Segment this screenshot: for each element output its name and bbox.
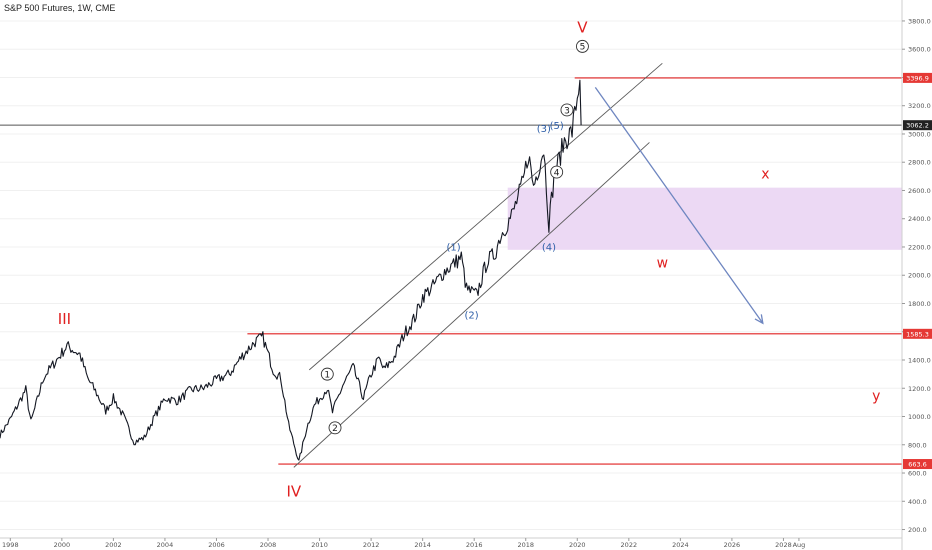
price-axis[interactable]: 200.0400.0600.0800.01000.01200.01400.016… — [901, 0, 932, 550]
x-tick-label: 2024 — [672, 541, 689, 549]
wave-label-minor: 3 — [564, 106, 570, 116]
x-tick-label: 2004 — [157, 541, 174, 549]
projection-arrow-shaft[interactable] — [594, 86, 764, 324]
y-tick-label: 2800.0 — [908, 159, 931, 167]
y-tick-label: 1200.0 — [908, 385, 931, 393]
level-price-tag — [903, 328, 932, 339]
wave-label-intermediate: (3) — [537, 124, 551, 135]
price-line — [0, 79, 582, 461]
wave-label-intermediate: (4) — [542, 242, 556, 253]
wave-label-intermediate: (5) — [550, 121, 564, 132]
wave-label-minor: 2 — [332, 424, 338, 434]
y-tick-label: 1000.0 — [908, 413, 931, 421]
wave-label-intermediate: (1) — [446, 242, 460, 253]
y-tick-label: 2400.0 — [908, 215, 931, 223]
wave-circle — [550, 165, 564, 179]
y-tick-label: 800.0 — [908, 441, 927, 449]
y-tick-label: 3600.0 — [908, 46, 931, 54]
level-tag-label: 3396.9 — [906, 74, 929, 82]
level-tag-label: 3062.2 — [906, 122, 929, 130]
y-tick-label: 3000.0 — [908, 130, 931, 138]
x-tick-label: 2016 — [466, 541, 483, 549]
y-tick-label: 3200.0 — [908, 102, 931, 110]
current-price-tag — [903, 120, 932, 131]
level-tag-label: 1585.3 — [906, 330, 929, 338]
wave-label-corrective: w — [657, 256, 668, 272]
wave-label-minor: 4 — [554, 168, 560, 178]
y-tick-label: 400.0 — [908, 498, 927, 506]
x-tick-label: 1998 — [2, 541, 19, 549]
y-tick-label: 3800.0 — [908, 17, 931, 25]
wave-label-primary: III — [58, 310, 71, 328]
horizontal-levels[interactable] — [0, 77, 902, 465]
wave-label-primary: IV — [286, 482, 301, 500]
level-price-tag — [903, 459, 932, 470]
x-tick-label: 2020 — [569, 541, 586, 549]
wave-label-primary: V — [577, 18, 588, 36]
y-tick-label: 2000.0 — [908, 272, 931, 280]
wave-label-corrective: y — [872, 388, 880, 404]
wave-circle — [560, 103, 574, 117]
wave-circle — [320, 367, 334, 381]
wave-label-intermediate: (2) — [465, 310, 479, 321]
channel-line[interactable] — [293, 142, 650, 468]
x-tick-label: Aug — [793, 541, 806, 549]
level-tag-label: 663.6 — [908, 461, 927, 469]
wave-label-minor: 5 — [580, 43, 586, 53]
wave-circle — [328, 421, 342, 435]
x-tick-label: 2008 — [260, 541, 277, 549]
wave-circle — [575, 39, 589, 53]
target-zone — [507, 187, 902, 250]
x-tick-label: 2026 — [724, 541, 741, 549]
y-tick-label: 1400.0 — [908, 357, 931, 365]
y-tick-label: 600.0 — [908, 470, 927, 478]
y-tick-label: 1800.0 — [908, 300, 931, 308]
wave-label-corrective: x — [761, 167, 769, 183]
y-tick-label: 2600.0 — [908, 187, 931, 195]
projection-arrow[interactable] — [594, 86, 764, 325]
x-tick-label: 2018 — [517, 541, 534, 549]
y-tick-label: 200.0 — [908, 526, 927, 534]
price-series — [0, 79, 582, 461]
x-tick-label: 2012 — [363, 541, 380, 549]
x-tick-label: 2022 — [621, 541, 638, 549]
wave-label-minor: 1 — [324, 370, 330, 380]
support-zone-rect[interactable] — [507, 187, 902, 250]
time-axis[interactable]: 1998 2000 2002 2004 2006 2008 2010 2012 2014 2016… — [0, 537, 902, 549]
x-tick-label: 2006 — [208, 541, 225, 549]
channel-line[interactable] — [308, 62, 663, 371]
x-tick-label: 2010 — [311, 541, 328, 549]
projection-arrow-head — [754, 314, 764, 325]
chart-header: S&P 500 Futures, 1W, CME — [4, 3, 116, 13]
trend-channel[interactable] — [293, 62, 663, 468]
x-tick-label: 2028 — [775, 541, 792, 549]
y-tick-label: 2200.0 — [908, 243, 931, 251]
x-tick-label: 2014 — [414, 541, 431, 549]
x-tick-label: 2002 — [105, 541, 122, 549]
level-price-tag — [903, 72, 932, 83]
x-tick-label: 2000 — [54, 541, 71, 549]
wave-annotations: III IV Vw x y 1 2 3 4 5 (1) (2) (3) (4) (5) — [58, 18, 881, 500]
